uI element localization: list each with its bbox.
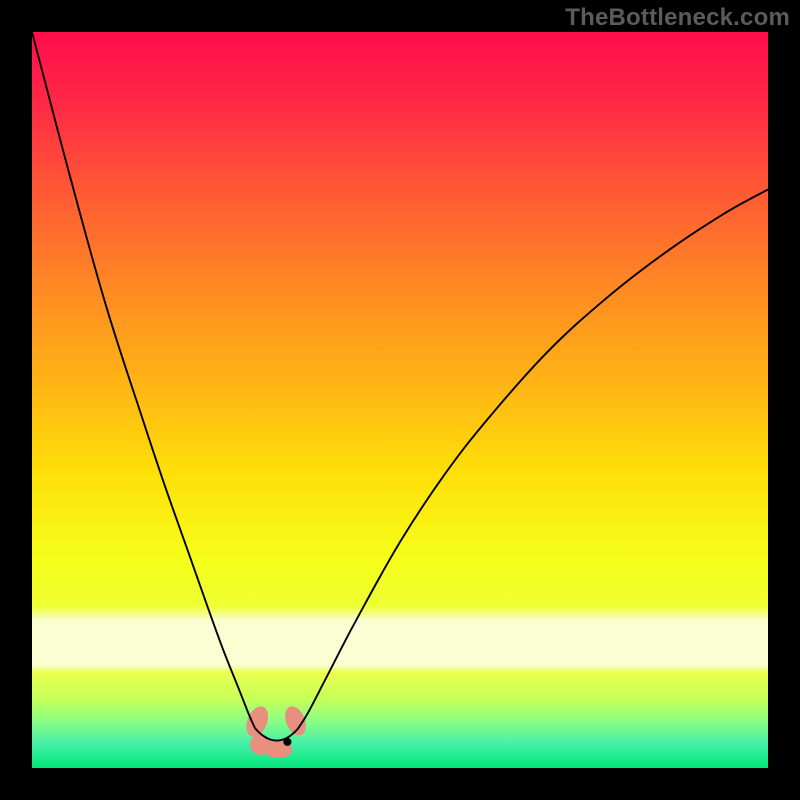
chart-svg — [32, 32, 768, 768]
watermark-text: TheBottleneck.com — [565, 4, 790, 32]
chart-plot-area — [32, 32, 768, 768]
curve-vertex-dot — [283, 738, 291, 746]
chart-background-gradient — [32, 32, 768, 768]
